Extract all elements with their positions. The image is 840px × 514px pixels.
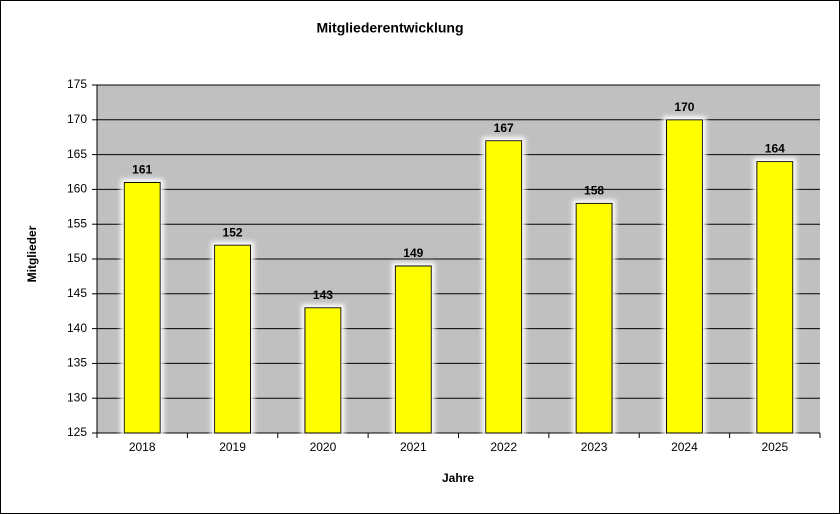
data-label: 161 [132, 163, 152, 177]
bar [214, 244, 252, 434]
y-tick-label: 150 [67, 251, 87, 265]
data-label: 152 [223, 225, 243, 239]
y-tick-label: 165 [67, 147, 87, 161]
y-tick-label: 155 [67, 216, 87, 230]
bar [575, 202, 613, 434]
bar [304, 307, 342, 434]
y-tick-label: 125 [67, 425, 87, 439]
bar [394, 265, 432, 434]
x-tick-label: 2022 [490, 440, 517, 454]
y-tick-label: 145 [67, 286, 87, 300]
x-tick-label: 2024 [671, 440, 698, 454]
x-tick-label: 2018 [129, 440, 156, 454]
y-tick-label: 170 [67, 112, 87, 126]
y-tick-label: 160 [67, 182, 87, 196]
x-axis-label: Jahre [442, 471, 474, 485]
x-tick-label: 2021 [400, 440, 427, 454]
y-tick-label: 135 [67, 356, 87, 370]
data-label: 164 [765, 142, 785, 156]
bar [123, 181, 161, 434]
y-tick-label: 140 [67, 321, 87, 335]
y-tick-label: 130 [67, 390, 87, 404]
bar [756, 161, 794, 434]
data-label: 167 [494, 121, 514, 135]
x-tick-label: 2019 [219, 440, 246, 454]
x-tick-label: 2020 [310, 440, 337, 454]
y-tick-label: 175 [67, 77, 87, 91]
bar [485, 140, 523, 434]
y-axis-label: Mitglieder [25, 225, 39, 282]
data-label: 143 [313, 288, 333, 302]
data-label: 158 [584, 183, 604, 197]
x-tick-label: 2023 [581, 440, 608, 454]
bar [665, 119, 703, 434]
data-label: 149 [403, 246, 423, 260]
data-label: 170 [674, 100, 694, 114]
x-tick-label: 2025 [761, 440, 788, 454]
chart-title: Mitgliederentwicklung [316, 20, 463, 36]
